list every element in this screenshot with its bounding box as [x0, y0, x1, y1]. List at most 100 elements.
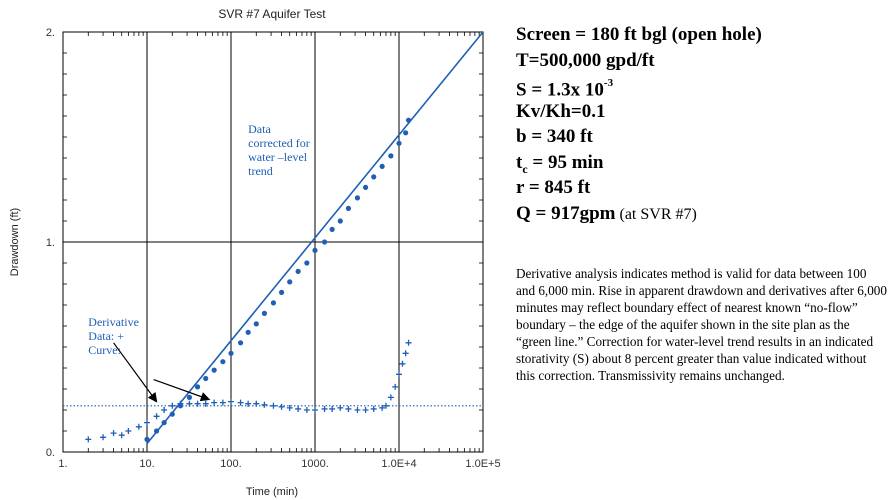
data-point: [396, 140, 402, 146]
data-point: [329, 226, 335, 232]
data-point: [321, 239, 328, 245]
param-screen: Screen = 180 ft bgl (open hole): [516, 24, 762, 45]
derivative-point: [202, 400, 209, 407]
derivative-point: [354, 407, 361, 413]
param-storativity-exponent: -3: [603, 77, 614, 89]
derivative-point: [345, 405, 352, 412]
x-tick-label: 1000.: [301, 458, 329, 470]
param-tc: tc = 95 min: [516, 150, 888, 176]
x-axis-label: Time (min): [246, 486, 298, 498]
data-point: [388, 153, 394, 159]
data-point: [228, 350, 234, 356]
data-point: [354, 195, 361, 201]
derivative-point: [392, 383, 399, 390]
derivative-point: [362, 407, 369, 413]
param-transmissivity: T=500,000 gpd/ft: [516, 49, 655, 71]
derivative-point: [321, 405, 328, 412]
derivative-point: [125, 428, 132, 434]
x-tick-label: 10.: [139, 458, 154, 470]
param-kv-kh: Kv/Kh=0.1: [516, 100, 606, 122]
series-data-corrected-for-water-level-trend: [144, 117, 412, 442]
data-point: [220, 359, 226, 365]
derivative-point: [329, 405, 336, 412]
derivative-point: [161, 407, 168, 413]
data-point: [270, 300, 277, 306]
param-tc-symbol: t: [516, 151, 523, 173]
data-point: [362, 184, 369, 190]
derivative-point: [135, 423, 142, 430]
param-q-value: Q = 917gpm: [516, 202, 616, 224]
y-tick-label: 0.: [46, 447, 55, 459]
param-tc-subscript: c: [522, 161, 528, 176]
derivative-point: [85, 436, 92, 443]
data-point: [379, 163, 385, 169]
derivative-point: [153, 413, 160, 420]
annotation-line: Curve:: [88, 343, 121, 357]
derivative-point: [245, 400, 252, 407]
series-derivative-data: [85, 339, 412, 443]
derivative-point: [100, 434, 107, 441]
y-ticks: 0. 1. 2.: [46, 27, 483, 459]
data-point: [337, 218, 343, 224]
param-storativity-base: S = 1.3x 10: [516, 79, 604, 101]
derivative-point: [295, 405, 302, 412]
data-point: [144, 436, 150, 442]
data-point: [194, 384, 201, 390]
data-point: [253, 321, 259, 327]
data-point: [245, 329, 251, 335]
x-ticks: 1. 10. 100. 1000. 1.0E+4 1.0E+5: [58, 32, 500, 470]
derivative-point: [399, 360, 406, 367]
annotation-line: water –level: [248, 150, 308, 164]
derivative-point: [387, 394, 394, 401]
y-axis-label: Drawdown (ft): [9, 208, 21, 276]
derivative-point: [402, 350, 409, 357]
derivative-point: [261, 401, 268, 408]
annotation-line: Data: [248, 122, 271, 136]
data-point: [169, 411, 175, 417]
series-layer: [63, 32, 483, 445]
data-point: [304, 260, 310, 266]
x-tick-label: 1.: [58, 458, 67, 470]
derivative-point: [219, 399, 226, 406]
annotation-line: Data: +: [88, 329, 124, 343]
derivative-point: [286, 404, 293, 411]
x-tick-label: 100.: [220, 458, 241, 470]
derivative-point: [110, 430, 117, 437]
y-tick-label: 2.: [46, 27, 55, 39]
derivative-point: [237, 399, 244, 406]
data-point: [403, 130, 409, 136]
derivative-point: [405, 339, 412, 346]
param-storativity: S = 1.3x 10-3: [516, 73, 888, 101]
derivative-point: [370, 405, 377, 412]
annotation-line: corrected for: [248, 136, 310, 150]
y-tick-label: 1.: [46, 237, 55, 249]
param-tc-value: = 95 min: [527, 151, 604, 173]
data-point: [287, 279, 293, 285]
chart: SVR #7 Aquifer Test 1. 10. 100. 1000. 1.0E+4…: [9, 7, 500, 498]
derivative-point: [194, 400, 201, 407]
data-point: [371, 174, 377, 180]
chart-title: SVR #7 Aquifer Test: [218, 7, 326, 21]
parameters-panel: Screen = 180 ft bgl (open hole) T=500,00…: [516, 22, 888, 226]
data-point: [312, 247, 318, 253]
param-r: r = 845 ft: [516, 177, 591, 198]
grid: [63, 32, 483, 452]
derivative-point: [144, 419, 150, 426]
derivative-point: [278, 403, 285, 410]
data-point: [278, 289, 285, 295]
derivative-point: [303, 407, 310, 413]
param-q: Q = 917gpm (at SVR #7): [516, 201, 888, 227]
arrow-to-derivative-curve: [153, 378, 211, 402]
derivative-point: [211, 399, 218, 406]
arrow-to-derivative-data: [113, 342, 158, 403]
x-tick-label: 1.0E+4: [381, 458, 416, 470]
derivative-point: [396, 371, 402, 378]
data-point: [186, 394, 193, 400]
annotation-line: Derivative: [88, 315, 139, 329]
data-point: [295, 268, 301, 274]
derivative-point: [118, 432, 125, 439]
data-point: [345, 205, 352, 211]
data-point: [261, 310, 268, 316]
data-point: [211, 367, 217, 373]
annotation-line: trend: [248, 164, 273, 178]
